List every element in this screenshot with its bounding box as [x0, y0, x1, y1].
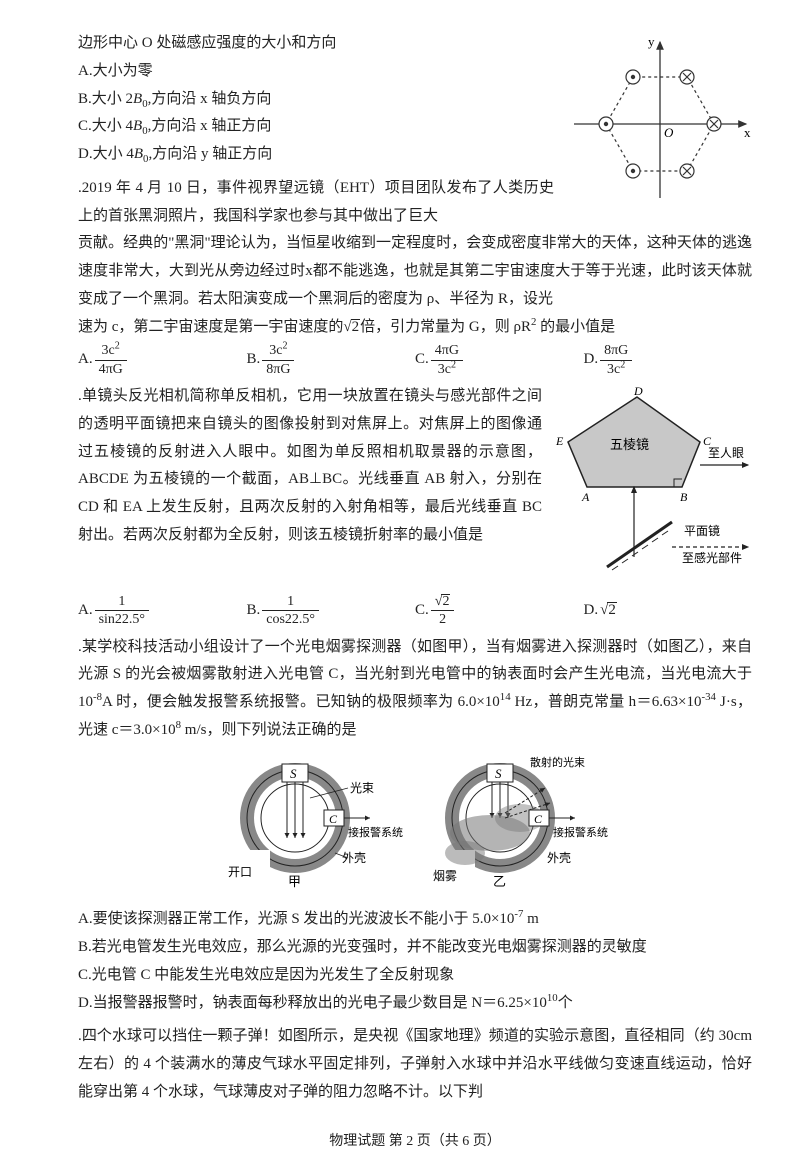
svg-text:五棱镜: 五棱镜	[610, 437, 649, 452]
q3-opt-b: B. 1cos22.5°	[247, 594, 416, 628]
q4-opt-b: B.若光电管发生光电效应，那么光源的光变强时，并不能改变光电烟雾探测器的灵敏度	[78, 934, 752, 962]
q3-opt-a: A. 1sin22.5°	[78, 594, 247, 628]
hexagon-figure: x y O	[564, 34, 752, 215]
svg-text:甲: 甲	[288, 874, 301, 888]
svg-text:S: S	[290, 766, 297, 781]
svg-text:D: D	[633, 387, 643, 398]
svg-text:接报警系统: 接报警系统	[553, 825, 608, 839]
svg-text:开口: 开口	[228, 865, 252, 879]
q5-stem: .四个水球可以挡住一颗子弹！如图所示，是央视《国家地理》频道的实验示意图，直径相…	[78, 1023, 752, 1106]
svg-text:E: E	[555, 434, 564, 448]
q2-stem-b: 贡献。经典的"黑洞"理论认为，当恒星收缩到一定程度时，会变成密度非常大的天体，这…	[78, 230, 752, 313]
q2-opt-c: C. 4πG3c2	[415, 343, 584, 377]
svg-text:B: B	[680, 490, 688, 504]
axis-x-label: x	[744, 125, 751, 140]
prism-figure: A B C D E 五棱镜 至人眼 平面镜 至感光部件	[552, 387, 752, 588]
svg-text:烟雾: 烟雾	[433, 869, 457, 883]
svg-text:A: A	[581, 490, 590, 504]
q3-options: A. 1sin22.5° B. 1cos22.5° C. 22 D. 2	[78, 594, 752, 628]
q4-opt-d: D.当报警器报警时，钠表面每秒释放出的光电子最少数目是 N＝6.25×1010个	[78, 990, 752, 1018]
smoke-detector-figure: 开口 S 光束 C 接报警系统 外壳 甲	[78, 753, 752, 899]
q3-opt-d: D. 2	[584, 594, 753, 628]
q2-opt-d: D. 8πG3c2	[584, 343, 753, 377]
axis-y-label: y	[648, 34, 655, 49]
q4-opt-a: A.要使该探测器正常工作，光源 S 发出的光波波长不能小于 5.0×10-7 m	[78, 906, 752, 934]
q2-stem-c: 速为 c，第二宇宙速度是第一宇宙速度的2倍，引力常量为 G，则 ρR2 的最小值…	[78, 314, 752, 342]
svg-text:C: C	[534, 812, 543, 826]
svg-text:接报警系统: 接报警系统	[348, 825, 403, 839]
svg-text:乙: 乙	[493, 874, 506, 888]
q2-options: A. 3c24πG B. 3c28πG C. 4πG3c2 D. 8πG3c2	[78, 343, 752, 377]
svg-text:S: S	[495, 766, 502, 781]
q4-opt-c: C.光电管 C 中能发生光电效应是因为光发生了全反射现象	[78, 962, 752, 990]
svg-text:外壳: 外壳	[342, 851, 366, 865]
origin-label: O	[664, 125, 674, 140]
svg-text:至感光部件: 至感光部件	[682, 550, 742, 565]
svg-text:平面镜: 平面镜	[684, 523, 720, 538]
svg-text:光束: 光束	[350, 781, 374, 795]
q2-opt-b: B. 3c28πG	[247, 343, 416, 377]
svg-text:外壳: 外壳	[547, 851, 571, 865]
q3-opt-c: C. 22	[415, 594, 584, 628]
svg-text:C: C	[329, 812, 338, 826]
svg-text:至人眼: 至人眼	[708, 446, 744, 460]
q2-opt-a: A. 3c24πG	[78, 343, 247, 377]
q4-stem: .某学校科技活动小组设计了一个光电烟雾探测器（如图甲），当有烟雾进入探测器时（如…	[78, 634, 752, 745]
svg-text:散射的光束: 散射的光束	[530, 755, 585, 769]
page-footer: 物理试题 第 2 页（共 6 页）	[78, 1129, 752, 1155]
